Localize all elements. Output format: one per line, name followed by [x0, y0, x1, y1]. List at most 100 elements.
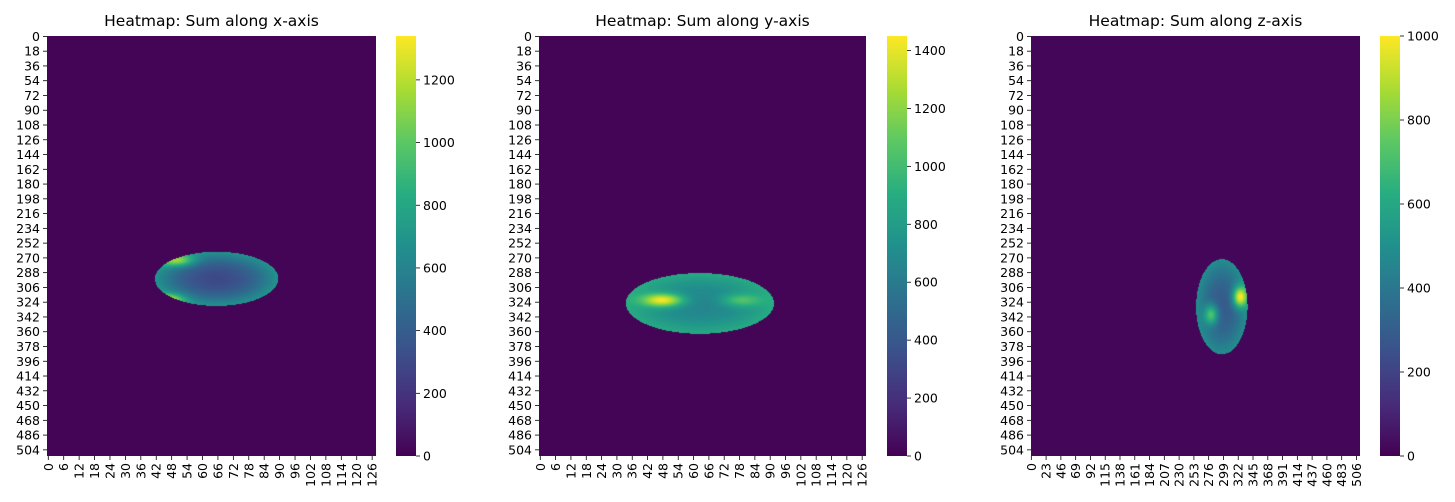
y-tick-label: 504: [508, 442, 532, 457]
y-tick-label: 108: [1000, 118, 1024, 133]
x-tick-label: 12: [72, 463, 87, 479]
x-tick-label: 207: [1157, 463, 1172, 487]
x-tick-label: 253: [1186, 463, 1201, 487]
x-tick-label: 12: [563, 463, 578, 479]
colorbar-tick-label: 0: [423, 449, 431, 464]
y-tick-label: 36: [1008, 58, 1024, 73]
x-tick-label: 92: [1083, 463, 1098, 479]
y-tick-label: 468: [508, 413, 532, 428]
colorbar: [396, 36, 416, 456]
x-tick-label: 483: [1334, 463, 1349, 487]
x-tick-label: 66: [701, 463, 716, 479]
y-tick-label: 450: [16, 398, 40, 413]
y-tick-label: 252: [16, 236, 40, 251]
y-tick-label: 54: [24, 73, 40, 88]
x-tick-label: 46: [1053, 463, 1068, 479]
y-tick-label: 414: [1000, 369, 1024, 384]
x-tick-label: 108: [809, 463, 824, 487]
y-tick-label: 252: [1000, 236, 1024, 251]
colorbar-tick-label: 1000: [914, 159, 946, 174]
x-tick-label: 18: [579, 463, 594, 479]
x-tick-label: 24: [594, 463, 609, 479]
y-tick-label: 72: [1008, 88, 1024, 103]
colorbar-tick-label: 1400: [914, 43, 946, 58]
y-tick-label: 0: [1016, 29, 1024, 44]
y-tick-label: 414: [16, 369, 40, 384]
x-tick-label: 72: [717, 463, 732, 479]
x-tick-label: 72: [226, 463, 241, 479]
heatmap-image: [539, 36, 866, 456]
x-tick-label: 36: [133, 463, 148, 479]
x-tick-label: 54: [671, 463, 686, 479]
x-tick-label: 345: [1246, 463, 1261, 487]
y-tick-label: 54: [1008, 73, 1024, 88]
x-tick-label: 391: [1275, 463, 1290, 487]
colorbar-tick-label: 1200: [914, 101, 946, 116]
y-tick-label: 234: [1000, 221, 1024, 236]
x-tick-label: 138: [1112, 463, 1127, 487]
x-tick-label: 90: [763, 463, 778, 479]
x-tick-label: 184: [1142, 463, 1157, 487]
x-tick-label: 69: [1068, 463, 1083, 479]
y-tick-label: 468: [1000, 413, 1024, 428]
colorbar-tick-label: 1200: [423, 72, 455, 87]
colorbar: [1380, 36, 1400, 456]
y-tick-label: 162: [16, 162, 40, 177]
x-tick-label: 276: [1201, 463, 1216, 487]
panel-title: Heatmap: Sum along x-axis: [104, 12, 319, 30]
x-tick-label: 60: [195, 463, 210, 479]
y-tick-label: 342: [1000, 309, 1024, 324]
x-tick-label: 42: [149, 463, 164, 479]
x-tick-label: 23: [1039, 463, 1054, 479]
y-tick-label: 270: [508, 250, 532, 265]
colorbar-tick-label: 800: [914, 217, 938, 232]
heatmap-image: [1031, 36, 1360, 456]
x-tick-label: 368: [1260, 463, 1275, 487]
colorbar-tick-label: 0: [1407, 449, 1415, 464]
colorbar-tick-label: 0: [914, 449, 922, 464]
y-tick-label: 162: [1000, 162, 1024, 177]
x-tick-label: 0: [1024, 463, 1039, 471]
y-tick-label: 378: [508, 339, 532, 354]
x-tick-label: 322: [1231, 463, 1246, 487]
x-tick-label: 414: [1290, 463, 1305, 487]
x-tick-label: 0: [533, 463, 548, 471]
x-tick-label: 48: [164, 463, 179, 479]
y-tick-label: 198: [1000, 191, 1024, 206]
x-tick-label: 437: [1305, 463, 1320, 487]
y-tick-label: 108: [508, 118, 532, 133]
y-tick-label: 90: [1008, 103, 1024, 118]
y-tick-label: 180: [508, 177, 532, 192]
y-tick-label: 378: [16, 339, 40, 354]
y-tick-label: 432: [1000, 383, 1024, 398]
y-tick-label: 126: [1000, 132, 1024, 147]
y-tick-label: 18: [516, 44, 532, 59]
x-tick-label: 96: [778, 463, 793, 479]
x-tick-label: 78: [732, 463, 747, 479]
y-tick-label: 216: [1000, 206, 1024, 221]
heatmap-panel-3: Heatmap: Sum along z-axis018365472901081…: [1000, 12, 1439, 487]
colorbar-tick-label: 400: [1407, 281, 1431, 296]
colorbar-tick-label: 200: [1407, 365, 1431, 380]
y-tick-label: 180: [1000, 177, 1024, 192]
y-tick-label: 396: [508, 354, 532, 369]
y-tick-label: 360: [508, 324, 532, 339]
colorbar-tick-label: 1000: [423, 135, 455, 150]
x-tick-label: 126: [855, 463, 870, 487]
x-tick-label: 102: [793, 463, 808, 487]
y-tick-label: 342: [16, 309, 40, 324]
x-tick-label: 78: [241, 463, 256, 479]
x-tick-label: 126: [365, 463, 380, 487]
y-tick-label: 288: [16, 265, 40, 280]
colorbar-tick-label: 1000: [1407, 29, 1439, 44]
panel-title: Heatmap: Sum along z-axis: [1089, 12, 1303, 30]
y-tick-label: 144: [1000, 147, 1024, 162]
y-tick-label: 486: [16, 428, 40, 443]
x-tick-label: 120: [349, 463, 364, 487]
x-tick-label: 6: [548, 463, 563, 471]
y-tick-label: 504: [1000, 442, 1024, 457]
y-tick-label: 396: [1000, 354, 1024, 369]
x-tick-label: 460: [1319, 463, 1334, 487]
y-tick-label: 36: [24, 58, 40, 73]
x-tick-label: 114: [334, 463, 349, 487]
